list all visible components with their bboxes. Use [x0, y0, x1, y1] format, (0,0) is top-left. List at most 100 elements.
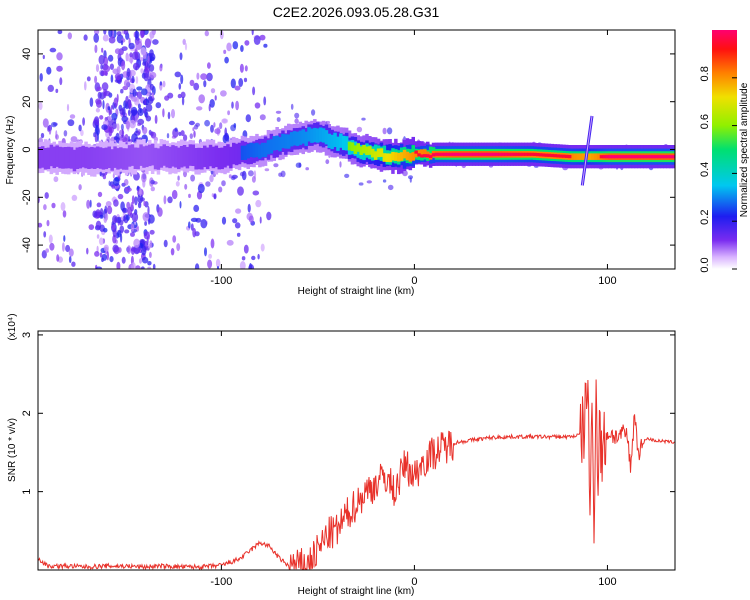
spectrogram-ridge-cell [104, 147, 109, 170]
spectrogram-speckle [119, 225, 125, 233]
spectrogram-ridge-cell [81, 145, 85, 168]
spectrogram-ridge-cell [98, 147, 103, 169]
spectrogram-speckle [204, 119, 211, 127]
spectrogram-ridge-cell [382, 153, 387, 162]
snr-xtick-label: 100 [598, 576, 616, 588]
spectrogram-speckle [123, 179, 129, 186]
spectrogram-speckle [88, 224, 95, 231]
spectrogram-speckle [223, 49, 227, 55]
spectrogram-speckle [103, 244, 109, 252]
spectrogram-speckle [38, 222, 43, 228]
spectrogram-ridge-cell [547, 153, 552, 157]
spectrogram-ridge-cell [382, 145, 387, 160]
spectrogram-ridge-cell [234, 143, 239, 166]
spectrogram-speckle [116, 261, 121, 269]
spectrogram-ridge-cell [284, 134, 288, 149]
spectrogram-speckle [130, 232, 135, 237]
spectrogram-speckle [193, 82, 200, 91]
spectrogram-speckle [109, 109, 113, 115]
spectrogram-speckle [232, 41, 239, 50]
spectrogram-speckle [44, 192, 49, 199]
spectrogram-speckle [109, 256, 114, 263]
spectrogram-speckle [48, 234, 53, 244]
spectrogram-speckle [247, 203, 251, 213]
spectrogram-speckle [144, 38, 151, 48]
spectrogram-speckle [130, 55, 133, 65]
spectrogram-speckle [120, 216, 124, 221]
spectrogram-speckle [46, 125, 51, 132]
spectrogram-ridge-cell [336, 136, 340, 151]
spectrogram-speckle [197, 183, 205, 194]
spectrogram-speckle [386, 127, 393, 135]
spectrogram-ridge-cell [278, 137, 282, 152]
spectrogram-speckle [149, 31, 155, 39]
spectrogram-speckle [188, 221, 191, 229]
spectrogram-ridge-cell [40, 146, 45, 168]
spectrogram-speckle [110, 105, 113, 110]
spectrogram-speckle [137, 185, 139, 190]
spectrogram-ridge-cell [449, 152, 453, 156]
spectrogram-speckle [140, 30, 145, 39]
spectrogram-speckle [98, 237, 104, 246]
spectrogram-speckle [151, 92, 155, 99]
spectrogram-speckle [232, 218, 238, 224]
spectrogram-speckle [248, 264, 255, 269]
spectrogram-speckle [294, 118, 299, 124]
spectrogram-ridge-cell [263, 142, 268, 158]
spectrogram-ridge-cell [452, 152, 456, 156]
spectrogram-speckle [192, 227, 197, 238]
spectrogram-speckle [193, 204, 200, 212]
spectrogram-speckle [132, 62, 140, 71]
spectrogram-speckle [148, 129, 152, 136]
spectrogram-speckle [128, 99, 132, 109]
spectrogram-ridge-cell [208, 144, 213, 167]
spectrogram-ridge-cell [614, 155, 618, 159]
spectrogram-ridge-cell [512, 152, 517, 156]
spectrogram-speckle [255, 199, 262, 208]
spectrogram-speckle [131, 133, 138, 143]
spectrogram-speckle [382, 179, 387, 183]
spectrogram-speckle [203, 80, 207, 88]
spectrogram-speckle [248, 170, 254, 177]
spectrogram-speckle [131, 195, 135, 205]
spectrogram-speckle [112, 173, 115, 179]
spectrogram-speckle [178, 83, 182, 90]
spectrogram-speckle [143, 200, 146, 207]
spectrogram-speckle [157, 207, 163, 217]
spectrogram-speckle [41, 250, 47, 259]
spectrogram-speckle [196, 72, 200, 80]
spectrogram-speckle [231, 101, 234, 109]
spectrogram-speckle [221, 216, 227, 225]
spectrogram-speckle [92, 210, 98, 218]
spectrogram-speckle [311, 109, 316, 116]
spectrogram-speckle [63, 130, 68, 137]
spectrogram-speckle [259, 114, 266, 121]
spectrogram-speckle [42, 54, 45, 60]
snr-xtick-label: 0 [411, 576, 417, 588]
spectrogram-speckle [142, 212, 150, 222]
spectrogram-ridge-cell [362, 144, 366, 154]
spectrogram-ridge-cell [423, 149, 427, 156]
spectrogram-speckle [174, 127, 178, 132]
spectrogram-speckle [135, 40, 143, 50]
spectrogram-speckle [95, 98, 102, 105]
spectrogram-ridge-cell [75, 147, 80, 169]
spectrogram-speckle [205, 181, 211, 187]
spectrogram-ridge-cell [605, 155, 609, 159]
spectrogram-speckle [104, 212, 109, 221]
spectrogram-speckle [119, 108, 125, 115]
spectrogram-speckle [172, 235, 177, 243]
spectrogram-speckle [137, 122, 142, 127]
spectrogram-speckle [114, 48, 121, 55]
spectrogram-speckle [226, 42, 232, 52]
spectrogram-ridge-cell [489, 152, 494, 156]
spectrogram-ridge-cell [536, 153, 540, 157]
spectrogram-speckle [162, 80, 166, 88]
spectrogram-speckle [133, 31, 136, 38]
spectrogram-xtick-label: 0 [411, 275, 417, 287]
spectrogram-ridge-cell [620, 155, 624, 159]
spectrogram-speckle [107, 54, 114, 62]
spectrogram-speckle [188, 120, 195, 126]
spectrogram-ridge-cell [295, 131, 300, 146]
spectrogram-speckle [207, 259, 213, 269]
